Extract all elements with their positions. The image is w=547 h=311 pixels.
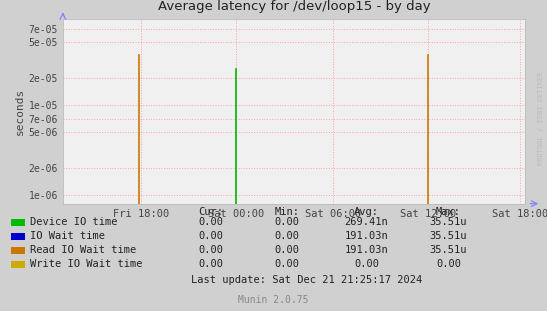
Text: 35.51u: 35.51u xyxy=(430,217,467,227)
Text: 0.00: 0.00 xyxy=(198,217,223,227)
Text: Last update: Sat Dec 21 21:25:17 2024: Last update: Sat Dec 21 21:25:17 2024 xyxy=(191,275,422,285)
Text: Avg:: Avg: xyxy=(354,207,379,217)
Title: Average latency for /dev/loop15 - by day: Average latency for /dev/loop15 - by day xyxy=(158,0,430,13)
Text: 0.00: 0.00 xyxy=(436,259,461,269)
Text: 0.00: 0.00 xyxy=(354,259,379,269)
Text: RRDTOOL / TOBI OETIKER: RRDTOOL / TOBI OETIKER xyxy=(538,72,544,165)
Text: 0.00: 0.00 xyxy=(198,259,223,269)
Text: 191.03n: 191.03n xyxy=(345,245,388,255)
Text: 0.00: 0.00 xyxy=(198,231,223,241)
Text: 0.00: 0.00 xyxy=(275,217,300,227)
Text: 0.00: 0.00 xyxy=(275,259,300,269)
Text: 35.51u: 35.51u xyxy=(430,245,467,255)
Text: IO Wait time: IO Wait time xyxy=(30,231,105,241)
Text: Device IO time: Device IO time xyxy=(30,217,118,227)
Text: Cur:: Cur: xyxy=(198,207,223,217)
Text: Read IO Wait time: Read IO Wait time xyxy=(30,245,136,255)
Text: 0.00: 0.00 xyxy=(198,245,223,255)
Text: 0.00: 0.00 xyxy=(275,231,300,241)
Text: 191.03n: 191.03n xyxy=(345,231,388,241)
Text: 0.00: 0.00 xyxy=(275,245,300,255)
Text: Max:: Max: xyxy=(436,207,461,217)
Text: Min:: Min: xyxy=(275,207,300,217)
Text: Write IO Wait time: Write IO Wait time xyxy=(30,259,143,269)
Text: Munin 2.0.75: Munin 2.0.75 xyxy=(238,295,309,305)
Text: 35.51u: 35.51u xyxy=(430,231,467,241)
Y-axis label: seconds: seconds xyxy=(15,88,25,135)
Text: 269.41n: 269.41n xyxy=(345,217,388,227)
